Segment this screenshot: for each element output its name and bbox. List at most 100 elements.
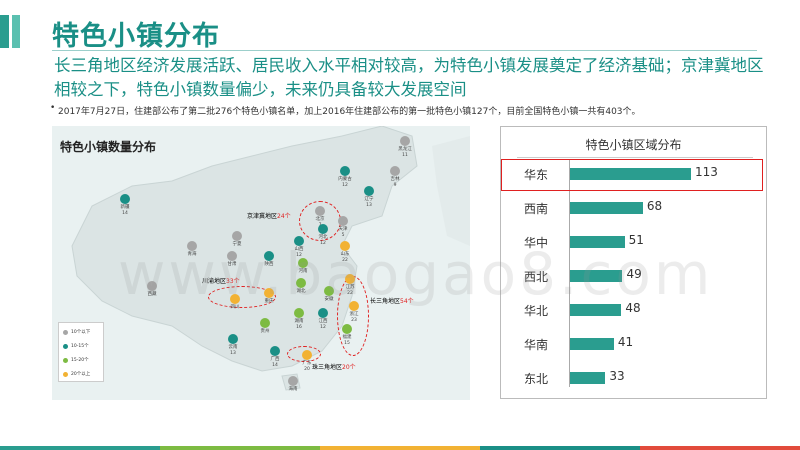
province-marker — [260, 318, 270, 328]
province-marker — [232, 231, 242, 241]
province-marker — [187, 241, 197, 251]
cy-highlight-ellipse — [208, 286, 276, 308]
province-marker — [302, 350, 312, 360]
bar-category-label: 华东 — [523, 168, 548, 182]
province-label: 河南 — [298, 269, 308, 274]
province-label: 重庆 — [264, 299, 274, 304]
bar-value-label: 68 — [646, 199, 663, 213]
title-accent-bar — [0, 15, 9, 48]
region-bar-chart: 特色小镇区域分布 华东 113 西南 68 华中 51 西北 49 华北 48 华南 41 东北 33 — [500, 126, 767, 399]
legend-swatch — [63, 371, 68, 377]
province-label: 浙江 23 — [349, 312, 359, 323]
legend-item: 20个以上 — [63, 369, 90, 379]
legend-swatch — [63, 329, 68, 335]
bar-value-label: 113 — [695, 165, 718, 179]
bar-0 — [570, 168, 691, 180]
province-marker — [345, 274, 355, 284]
province-label: 陕西 — [264, 262, 274, 267]
province-label: 贵州 — [260, 329, 270, 334]
province-label: 湖南 16 — [294, 319, 304, 330]
footer-segment — [320, 446, 480, 450]
province-label: 江苏 22 — [345, 285, 355, 296]
province-marker — [228, 334, 238, 344]
province-label: 内蒙古 12 — [338, 177, 352, 188]
province-label: 湖北 — [296, 289, 306, 294]
province-marker — [294, 236, 304, 246]
province-label: 广西 14 — [270, 357, 280, 368]
province-label: 福建 15 — [342, 335, 352, 346]
chart-title: 特色小镇区域分布 — [585, 138, 682, 152]
zsj-highlight-ellipse — [287, 346, 321, 362]
bar-value-label: 41 — [617, 335, 634, 349]
province-marker — [400, 136, 410, 146]
annotation-cy: 川渝地区33个 — [202, 278, 240, 285]
bar-category-label: 西南 — [523, 202, 548, 216]
province-label: 海南 — [288, 387, 298, 392]
bar-category-label: 东北 — [523, 372, 548, 386]
province-marker — [338, 216, 348, 226]
province-marker — [294, 308, 304, 318]
east-china-highlight — [501, 159, 763, 191]
bar-2 — [570, 236, 625, 248]
province-label: 甘肃 — [227, 262, 237, 267]
province-marker — [349, 301, 359, 311]
bar-value-label: 49 — [626, 267, 642, 281]
distribution-map: 特色小镇数量分布 京津冀地区24个 川渝地区33个 长三角地区54个 珠三角地区… — [52, 126, 470, 400]
province-label: 安徽 — [324, 297, 334, 302]
province-marker — [227, 251, 237, 261]
province-label: 云南 13 — [228, 345, 238, 356]
province-marker — [288, 376, 298, 386]
province-label: 新疆 14 — [120, 205, 130, 216]
annotation-csj: 长三角地区54个 — [370, 298, 414, 305]
bar-4 — [570, 304, 622, 316]
footer-segment — [160, 446, 320, 450]
chart-axis — [569, 159, 570, 387]
province-label: 辽宁 13 — [364, 197, 374, 208]
bullet-note: 2017年7月27日，住建部公布了第二批276个特色小镇名单，加上2016年住建… — [50, 103, 641, 117]
province-marker — [324, 286, 334, 296]
province-marker — [264, 251, 274, 261]
page-subtitle: 长三角地区经济发展活跃、居民收入水平相对较高，为特色小镇发展奠定了经济基础；京津… — [54, 56, 764, 99]
title-divider — [52, 50, 757, 51]
map-legend: 10个以下 10-15个 15-20个 20个以上 — [58, 322, 104, 382]
province-marker — [147, 281, 157, 291]
province-label: 宁夏 — [232, 242, 242, 247]
map-title: 特色小镇数量分布 — [60, 140, 157, 154]
province-marker — [120, 194, 130, 204]
footer-segment — [480, 446, 640, 450]
province-marker — [318, 308, 328, 318]
bar-category-label: 华北 — [523, 304, 548, 318]
bar-value-label: 48 — [625, 301, 641, 315]
province-marker — [390, 166, 400, 176]
province-marker — [296, 278, 306, 288]
province-label: 黑龙江 11 — [398, 147, 412, 158]
province-marker — [230, 294, 240, 304]
bar-1 — [570, 202, 643, 214]
legend-item: 10个以下 — [63, 327, 90, 337]
legend-swatch — [63, 357, 68, 363]
legend-item: 15-20个 — [63, 355, 89, 365]
province-label: 广东 20 — [302, 361, 312, 372]
legend-swatch — [63, 343, 68, 349]
province-marker — [340, 241, 350, 251]
legend-item: 10-15个 — [63, 341, 89, 351]
footer-segment — [640, 446, 800, 450]
province-label: 山西 12 — [294, 247, 304, 258]
province-marker — [342, 324, 352, 334]
bar-value-label: 51 — [628, 233, 644, 247]
province-marker — [318, 224, 328, 234]
province-label: 江西 12 — [318, 319, 328, 330]
bar-category-label: 华中 — [523, 236, 548, 250]
annotation-jjj: 京津冀地区24个 — [247, 213, 291, 220]
province-marker — [315, 206, 325, 216]
province-label: 四川 — [230, 305, 240, 310]
province-marker — [364, 186, 374, 196]
province-label: 西藏 — [147, 292, 157, 297]
province-marker — [298, 258, 308, 268]
china-map-shape — [71, 126, 470, 391]
province-label: 青海 — [187, 252, 197, 257]
footer-segment — [0, 446, 160, 450]
bar-category-label: 华南 — [523, 338, 548, 352]
watermark: www.baogao8.com — [118, 240, 714, 308]
footer-color-strip — [0, 446, 800, 450]
